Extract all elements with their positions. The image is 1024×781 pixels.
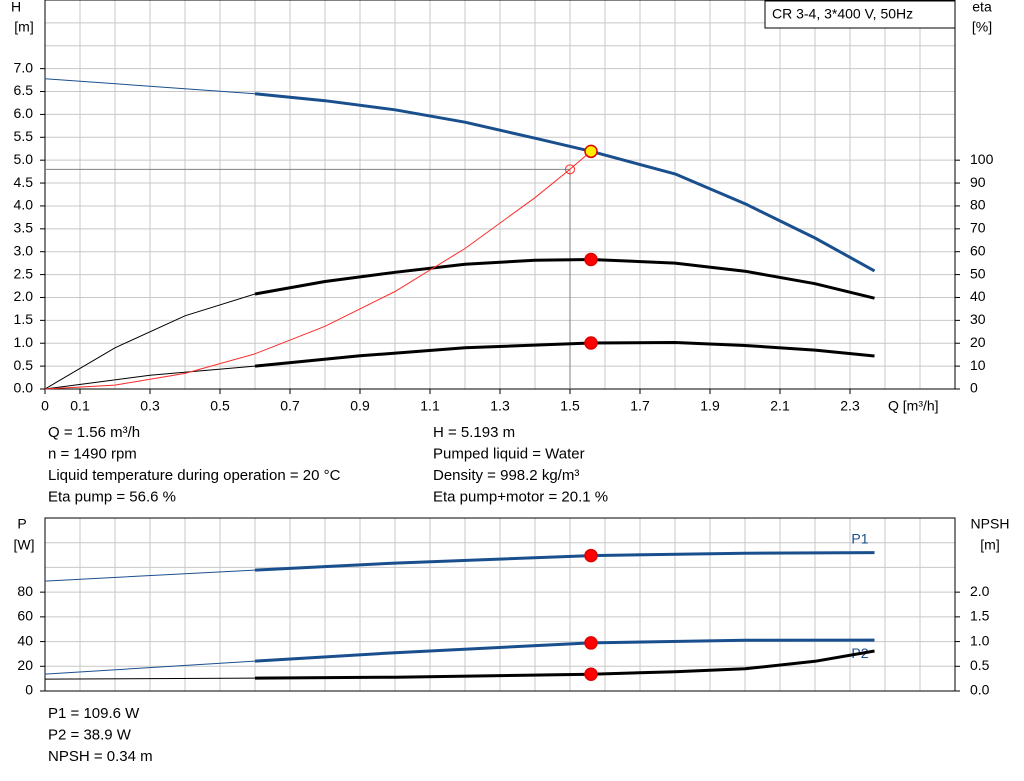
y-tick-label: 7.0 — [14, 59, 34, 75]
curve-emphasis — [254, 638, 875, 663]
x-tick-label: 1.9 — [700, 398, 720, 414]
y2-tick-label: 30 — [970, 311, 986, 327]
y2-tick-label: 2.0 — [970, 583, 990, 599]
y2-tick-label: 0.5 — [970, 657, 990, 673]
y-tick-label: 2.5 — [14, 265, 34, 281]
y2-axis-label: eta — [972, 0, 992, 15]
y-tick-label: 6.5 — [14, 82, 34, 98]
curve-label: P1 — [851, 530, 868, 546]
info-text: H = 5.193 m — [433, 424, 515, 441]
x-tick-label: 0 — [41, 398, 49, 414]
info-text: P2 = 38.9 W — [48, 726, 132, 743]
curve-emphasis — [254, 649, 875, 680]
y2-tick-label: 20 — [970, 334, 986, 350]
y-tick-label: 5.5 — [14, 128, 34, 144]
y2-tick-label: 80 — [970, 197, 986, 213]
info-text: Density = 998.2 kg/m³ — [433, 467, 579, 484]
operating-point — [584, 667, 598, 681]
x-axis-label: Q [m³/h] — [888, 398, 939, 414]
y-tick-label: 4.0 — [14, 197, 34, 213]
y-tick-label: 4.5 — [14, 174, 34, 190]
curve — [44, 78, 875, 272]
info-text: P1 = 109.6 W — [48, 705, 140, 722]
y2-tick-label: 100 — [970, 151, 994, 167]
operating-point — [584, 548, 598, 563]
info-text: NPSH = 0.34 m — [48, 748, 153, 765]
info-text: Q = 1.56 m³/h — [48, 424, 140, 441]
y-tick-label: 40 — [17, 632, 33, 648]
y-tick-label: 5.0 — [14, 151, 34, 167]
x-tick-label: 1.5 — [560, 398, 580, 414]
y2-tick-label: 60 — [970, 242, 986, 258]
curve — [44, 258, 875, 390]
info-text: Eta pump+motor = 20.1 % — [433, 488, 608, 505]
x-tick-label: 0.5 — [210, 398, 230, 414]
y-tick-label: 3.5 — [14, 220, 34, 236]
chart-title: CR 3-4, 3*400 V, 50Hz — [772, 6, 913, 22]
y-tick-label: 1.5 — [14, 311, 34, 327]
y-tick-label: 0 — [25, 682, 33, 698]
y-tick-label: 3.0 — [14, 242, 34, 258]
y2-tick-label: 70 — [970, 220, 986, 236]
y-tick-label: 1.0 — [14, 334, 34, 350]
y2-tick-label: 0.0 — [970, 682, 990, 698]
y2-tick-label: 1.5 — [970, 608, 990, 624]
x-tick-label: 0.7 — [280, 398, 300, 414]
y-axis-label: H — [11, 0, 21, 15]
y-axis-unit: [m] — [14, 19, 33, 35]
x-tick-label: 1.7 — [630, 398, 650, 414]
y-tick-label: 60 — [17, 608, 33, 624]
x-tick-label: 0.9 — [350, 398, 370, 414]
x-tick-label: 1.1 — [420, 398, 440, 414]
y2-tick-label: 10 — [970, 357, 986, 373]
y2-tick-label: 40 — [970, 288, 986, 304]
operating-point — [584, 336, 598, 350]
y-tick-label: 0.0 — [14, 380, 34, 396]
y-tick-label: 0.5 — [14, 357, 34, 373]
y-tick-label: 2.0 — [14, 288, 34, 304]
y2-tick-label: 90 — [970, 174, 986, 190]
y-axis-label: P — [17, 516, 26, 532]
legend-box — [764, 0, 956, 29]
curve-emphasis — [254, 258, 875, 300]
curve — [44, 552, 875, 582]
y-tick-label: 80 — [17, 583, 33, 599]
curve — [44, 150, 592, 390]
y2-tick-label: 0 — [970, 380, 978, 396]
y2-axis-unit: [m] — [980, 537, 999, 553]
curve-emphasis — [254, 92, 876, 273]
info-text: Eta pump = 56.6 % — [48, 488, 176, 505]
y2-axis-unit: [%] — [972, 19, 992, 35]
x-tick-label: 1.3 — [490, 398, 510, 414]
y2-tick-label: 1.0 — [970, 632, 990, 648]
x-tick-label: 2.1 — [770, 398, 790, 414]
info-text: Pumped liquid = Water — [433, 445, 585, 462]
curve-emphasis — [254, 341, 875, 368]
operating-point — [584, 636, 598, 650]
y-tick-label: 6.0 — [14, 105, 34, 121]
y-axis-unit: [W] — [14, 537, 35, 553]
x-tick-label: 0.3 — [140, 398, 160, 414]
y2-tick-label: 50 — [970, 265, 986, 281]
operating-point — [584, 144, 598, 159]
y2-axis-label: NPSH — [971, 516, 1010, 532]
operating-point — [584, 252, 598, 267]
y-tick-label: 20 — [17, 657, 33, 673]
x-tick-label: 2.3 — [840, 398, 860, 414]
info-text: Liquid temperature during operation = 20… — [48, 467, 341, 484]
plot-frame — [44, 517, 956, 692]
x-tick-label: 0.1 — [70, 398, 90, 414]
cursor-point — [565, 164, 575, 175]
info-text: n = 1490 rpm — [48, 445, 137, 462]
